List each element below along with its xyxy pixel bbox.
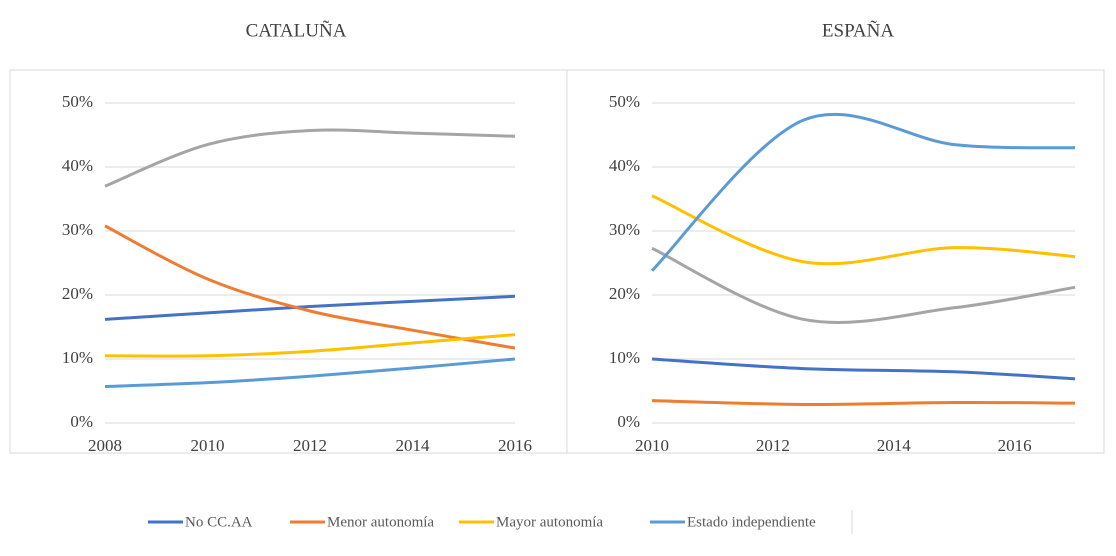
line-series xyxy=(651,357,1076,381)
chart-title: ESPAÑA xyxy=(822,19,894,41)
line-series xyxy=(104,128,516,188)
line-series xyxy=(104,357,516,389)
y-tick-label: 0% xyxy=(617,412,640,431)
line-series xyxy=(104,294,516,321)
x-tick-label: 2016 xyxy=(998,436,1032,455)
legend-label: Mayor autonomía xyxy=(496,514,603,530)
x-tick-label: 2012 xyxy=(293,436,327,455)
x-tick-label: 2012 xyxy=(756,436,790,455)
panel-frame xyxy=(566,69,1105,454)
legend-label: Estado independiente xyxy=(687,514,816,530)
y-tick-label: 0% xyxy=(70,412,93,431)
line-series xyxy=(651,246,1076,324)
x-tick-label: 2010 xyxy=(635,436,669,455)
panel-frame xyxy=(9,69,568,454)
y-tick-label: 50% xyxy=(609,92,640,111)
y-tick-label: 40% xyxy=(62,156,93,175)
y-tick-label: 30% xyxy=(609,220,640,239)
line-series xyxy=(104,333,516,358)
y-tick-label: 40% xyxy=(609,156,640,175)
y-tick-label: 20% xyxy=(62,284,93,303)
line-series xyxy=(104,224,516,350)
x-tick-label: 2016 xyxy=(498,436,532,455)
x-tick-label: 2014 xyxy=(396,436,431,455)
line-series xyxy=(650,112,1076,272)
y-tick-label: 20% xyxy=(609,284,640,303)
legend-label: No CC.AA xyxy=(185,514,253,530)
line-series xyxy=(651,194,1076,266)
legend-label: Menor autonomía xyxy=(327,514,434,530)
y-tick-label: 10% xyxy=(609,348,640,367)
y-tick-label: 30% xyxy=(62,220,93,239)
x-tick-label: 2014 xyxy=(877,436,912,455)
y-tick-label: 50% xyxy=(62,92,93,111)
line-series xyxy=(651,399,1076,406)
y-tick-label: 10% xyxy=(62,348,93,367)
x-tick-label: 2008 xyxy=(88,436,122,455)
x-tick-label: 2010 xyxy=(191,436,225,455)
chart-title: CATALUÑA xyxy=(246,19,347,41)
